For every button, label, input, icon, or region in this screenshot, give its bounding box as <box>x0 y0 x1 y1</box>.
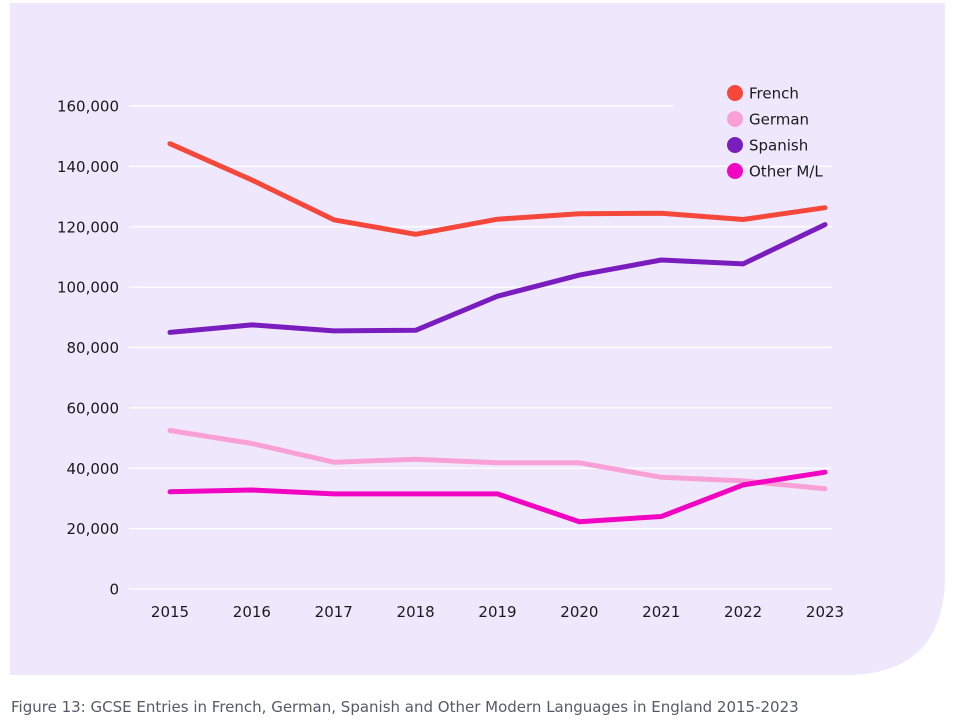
y-tick-label: 80,000 <box>67 339 120 357</box>
series-line-german <box>167 428 828 492</box>
y-tick-label: 60,000 <box>67 399 120 417</box>
y-tick-label: 160,000 <box>57 98 119 116</box>
legend: French German Spanish Other M/L <box>727 85 823 181</box>
chart-background <box>10 3 945 675</box>
series-line-spanish <box>167 222 828 335</box>
legend-marker-french <box>727 85 743 101</box>
y-tick-label: 0 <box>109 581 119 599</box>
gridlines <box>129 105 832 590</box>
figure-caption: Figure 13: GCSE Entries in French, Germa… <box>11 698 799 716</box>
legend-label-spanish: Spanish <box>749 137 808 155</box>
legend-marker-german <box>727 111 743 127</box>
x-tick-label: 2016 <box>233 603 271 621</box>
series-lines <box>167 141 828 525</box>
legend-label-other-m-l: Other M/L <box>749 163 823 181</box>
x-tick-label: 2023 <box>806 603 844 621</box>
x-tick-label: 2020 <box>560 603 598 621</box>
x-tick-label: 2021 <box>642 603 680 621</box>
x-tick-label: 2018 <box>397 603 435 621</box>
y-tick-label: 120,000 <box>57 218 119 236</box>
x-tick-label: 2015 <box>151 603 189 621</box>
legend-marker-other-m-l <box>727 163 743 179</box>
x-tick-label: 2019 <box>478 603 516 621</box>
y-tick-label: 140,000 <box>57 158 119 176</box>
y-axis-tick-labels: 0 20,000 40,000 60,000 80,000 100,000 120,000 1… <box>57 98 119 599</box>
y-tick-label: 40,000 <box>67 460 120 478</box>
legend-marker-spanish <box>727 137 743 153</box>
x-axis-tick-labels: 2015 2016 2017 2018 2019 2020 2021 2022 2023 <box>151 603 844 621</box>
series-line-french <box>167 141 828 237</box>
series-line-other-m-l <box>167 469 828 525</box>
y-tick-label: 100,000 <box>57 279 119 297</box>
legend-label-german: German <box>749 111 809 129</box>
y-tick-label: 20,000 <box>67 520 120 538</box>
x-tick-label: 2017 <box>315 603 353 621</box>
x-tick-label: 2022 <box>724 603 762 621</box>
legend-label-french: French <box>749 85 799 103</box>
